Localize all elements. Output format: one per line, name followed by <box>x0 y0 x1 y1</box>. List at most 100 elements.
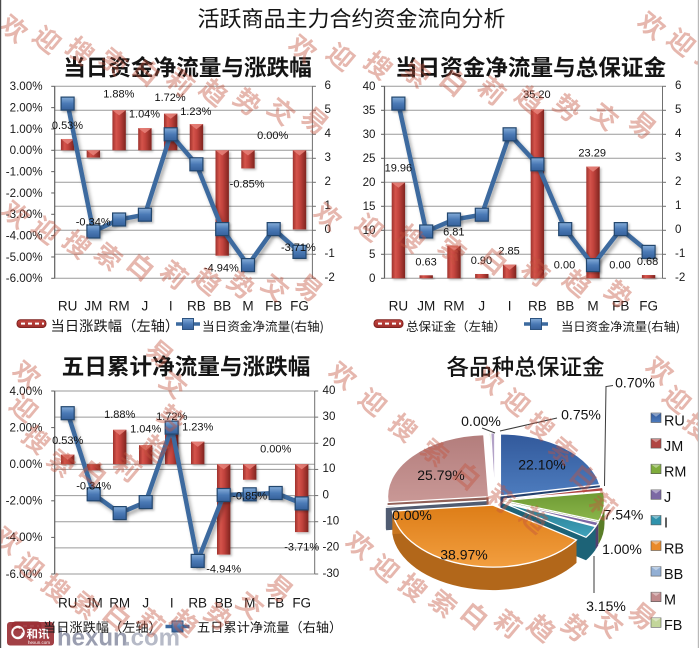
svg-text:RU: RU <box>389 299 409 314</box>
svg-text:3.00%: 3.00% <box>10 80 43 93</box>
svg-text:RM: RM <box>444 299 465 314</box>
svg-text:I: I <box>169 299 173 314</box>
svg-text:0.00%: 0.00% <box>10 458 43 471</box>
svg-text:-1: -1 <box>675 247 685 260</box>
svg-text:I: I <box>170 596 174 611</box>
svg-text:-3.00%: -3.00% <box>6 208 43 221</box>
svg-text:-2: -2 <box>675 271 685 284</box>
svg-text:0.53%: 0.53% <box>52 435 83 447</box>
svg-text:BB: BB <box>664 567 683 583</box>
svg-text:hexun: hexun <box>57 625 128 648</box>
svg-text:FG: FG <box>292 596 311 611</box>
svg-text:FG: FG <box>639 299 658 314</box>
svg-text:J: J <box>664 490 671 506</box>
svg-text:0: 0 <box>323 488 329 501</box>
svg-text:0.00%: 0.00% <box>257 130 288 142</box>
svg-text:0.00%: 0.00% <box>260 444 291 456</box>
svg-text:1.04%: 1.04% <box>130 424 161 436</box>
svg-text:19.96: 19.96 <box>385 163 413 175</box>
svg-text:J: J <box>478 299 485 314</box>
svg-text:3.15%: 3.15% <box>586 598 626 614</box>
svg-text:0: 0 <box>675 223 681 236</box>
svg-text:JM: JM <box>84 299 102 314</box>
svg-text:-10: -10 <box>323 515 340 528</box>
svg-text:0.00: 0.00 <box>609 259 630 271</box>
svg-text:0.53%: 0.53% <box>52 120 83 132</box>
svg-text:40: 40 <box>323 384 336 397</box>
svg-text:1.88%: 1.88% <box>103 89 134 101</box>
svg-text:RM: RM <box>109 299 130 314</box>
svg-text:7.54%: 7.54% <box>604 507 644 523</box>
svg-text:1.04%: 1.04% <box>129 109 160 121</box>
svg-text:FB: FB <box>664 618 682 634</box>
svg-text:FB: FB <box>612 299 629 314</box>
svg-text:RB: RB <box>664 541 684 557</box>
svg-text:FG: FG <box>290 299 309 314</box>
svg-text:J: J <box>142 596 149 611</box>
svg-text:1.23%: 1.23% <box>180 106 211 118</box>
svg-text:-30: -30 <box>323 567 340 580</box>
svg-text:-5.00%: -5.00% <box>6 251 43 264</box>
svg-text:35: 35 <box>363 104 376 117</box>
svg-text:0.75%: 0.75% <box>561 407 601 423</box>
svg-text:-2: -2 <box>325 271 335 284</box>
svg-text:6.81: 6.81 <box>443 227 464 239</box>
svg-text:RB: RB <box>528 299 547 314</box>
svg-text:0.00%: 0.00% <box>461 413 501 429</box>
svg-text:-0.85%: -0.85% <box>230 179 265 191</box>
svg-text:JM: JM <box>417 299 435 314</box>
svg-text:3: 3 <box>675 151 681 164</box>
svg-text:20: 20 <box>323 436 336 449</box>
svg-text:RM: RM <box>664 465 686 481</box>
svg-text:0.68: 0.68 <box>637 256 658 268</box>
svg-text:M: M <box>244 596 255 611</box>
svg-text:40: 40 <box>363 80 376 93</box>
svg-text:-4.00%: -4.00% <box>6 229 43 242</box>
svg-text:FB: FB <box>265 299 282 314</box>
svg-text:-20: -20 <box>323 541 340 554</box>
svg-text:-4.94%: -4.94% <box>206 563 241 575</box>
svg-text:2: 2 <box>325 175 331 188</box>
svg-text:-6.00%: -6.00% <box>6 272 43 285</box>
svg-text:4: 4 <box>675 127 682 140</box>
svg-text:20: 20 <box>363 176 376 189</box>
svg-text:5: 5 <box>325 103 331 116</box>
svg-text:RU: RU <box>664 413 685 429</box>
svg-text:22.10%: 22.10% <box>518 457 565 473</box>
svg-text:BB: BB <box>556 299 574 314</box>
svg-text:I: I <box>664 516 668 532</box>
svg-text:2.00%: 2.00% <box>10 101 43 114</box>
svg-text:JM: JM <box>664 439 683 455</box>
svg-text:1: 1 <box>675 199 681 212</box>
svg-text:23.29: 23.29 <box>578 148 606 160</box>
svg-text:-0.85%: -0.85% <box>232 491 267 503</box>
svg-text:-1: -1 <box>325 247 335 260</box>
svg-text:0.00%: 0.00% <box>392 507 432 523</box>
svg-text:-3.71%: -3.71% <box>281 242 316 254</box>
svg-text:30: 30 <box>323 410 336 423</box>
svg-text:15: 15 <box>363 200 376 213</box>
svg-text:-2.00%: -2.00% <box>6 495 43 508</box>
svg-text:I: I <box>508 299 512 314</box>
svg-text:BB: BB <box>213 299 231 314</box>
svg-text:RB: RB <box>188 596 207 611</box>
svg-text:1.88%: 1.88% <box>104 409 135 421</box>
svg-text:2.85: 2.85 <box>498 246 519 258</box>
svg-text:6: 6 <box>675 79 681 92</box>
svg-text:1.23%: 1.23% <box>182 422 213 434</box>
svg-text:5: 5 <box>675 103 681 116</box>
svg-text:10: 10 <box>323 462 336 475</box>
svg-text:RU: RU <box>58 299 78 314</box>
svg-text:0.00: 0.00 <box>554 259 575 271</box>
svg-text:5: 5 <box>369 248 375 261</box>
svg-text:0.63: 0.63 <box>415 256 436 268</box>
svg-text:RB: RB <box>187 299 206 314</box>
svg-text:0.70%: 0.70% <box>615 375 655 391</box>
svg-text:-4.94%: -4.94% <box>204 263 239 275</box>
svg-text:-0.34%: -0.34% <box>76 217 111 229</box>
svg-text:hexun.com: hexun.com <box>28 640 50 645</box>
svg-text:-2.00%: -2.00% <box>6 187 43 200</box>
svg-text:2: 2 <box>675 175 681 188</box>
svg-text:4: 4 <box>325 127 332 140</box>
svg-text:-1.00%: -1.00% <box>6 165 43 178</box>
